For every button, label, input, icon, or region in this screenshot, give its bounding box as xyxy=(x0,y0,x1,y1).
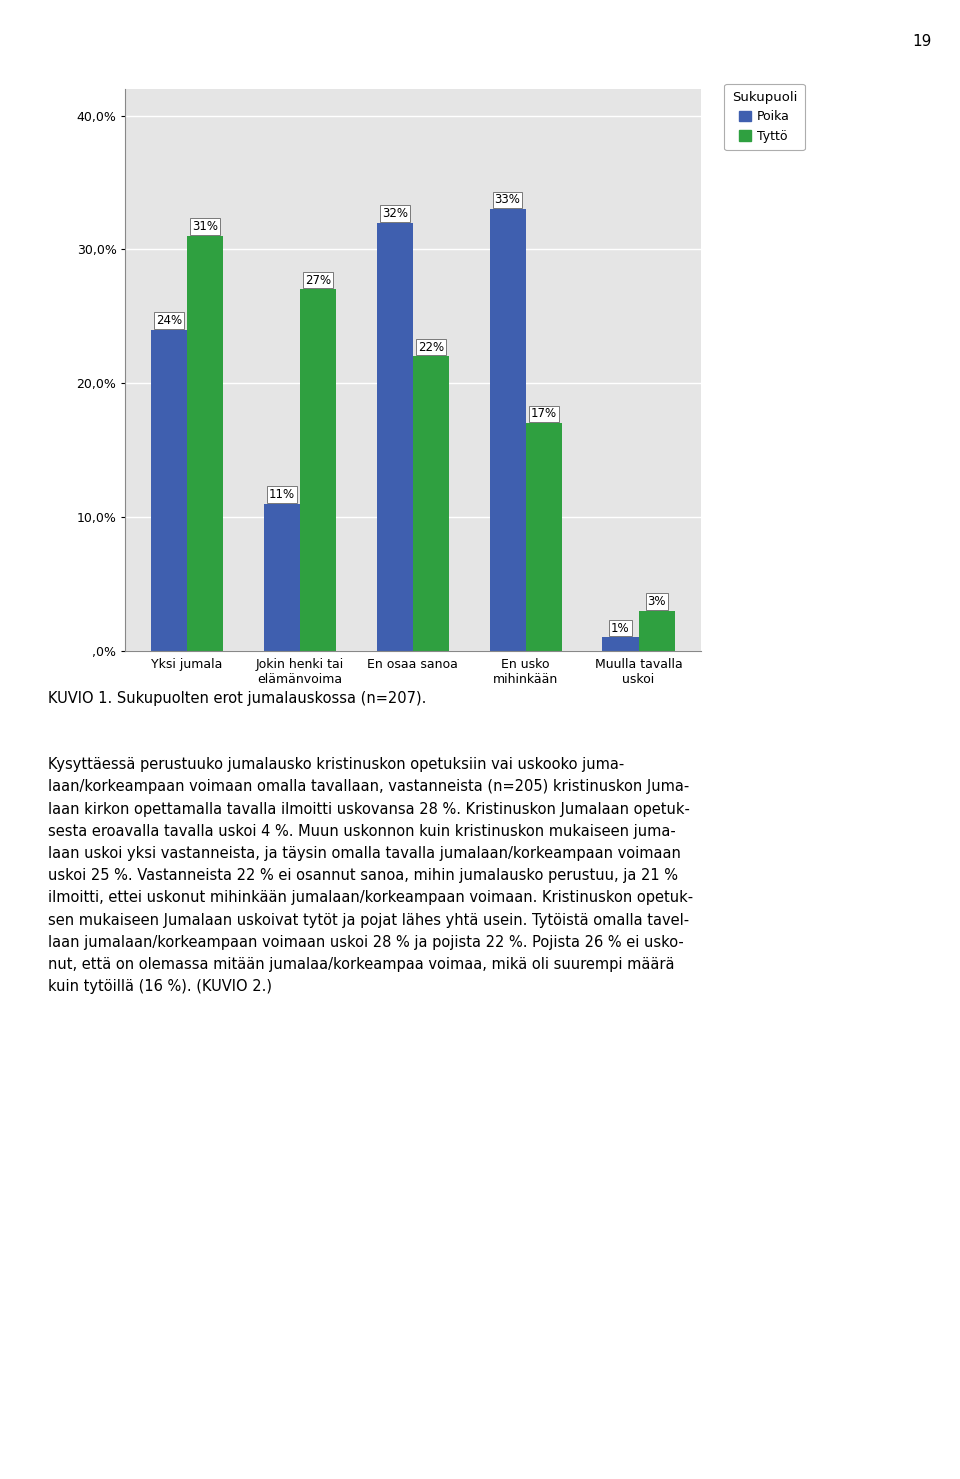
Text: Kysyttäessä perustuuko jumalausko kristinuskon opetuksiin vai uskooko juma-
laan: Kysyttäessä perustuuko jumalausko kristi… xyxy=(48,757,693,994)
Text: 19: 19 xyxy=(912,34,931,49)
Text: 32%: 32% xyxy=(382,207,408,220)
Text: 1%: 1% xyxy=(612,621,630,634)
Bar xyxy=(300,290,336,651)
Bar xyxy=(264,503,300,651)
Text: 22%: 22% xyxy=(418,340,444,353)
Bar xyxy=(187,237,224,651)
Bar xyxy=(413,356,449,651)
Text: 33%: 33% xyxy=(494,194,520,207)
Bar xyxy=(151,330,187,651)
Bar xyxy=(526,423,562,651)
Text: 27%: 27% xyxy=(305,274,331,287)
Text: KUVIO 1. Sukupuolten erot jumalauskossa (n=207).: KUVIO 1. Sukupuolten erot jumalauskossa … xyxy=(48,691,426,705)
Text: 24%: 24% xyxy=(156,314,182,327)
Text: 31%: 31% xyxy=(192,220,218,234)
Text: 11%: 11% xyxy=(269,488,295,501)
Text: 3%: 3% xyxy=(647,595,666,608)
Bar xyxy=(602,637,638,651)
Bar xyxy=(376,222,413,651)
Text: 17%: 17% xyxy=(531,408,557,420)
Legend: Poika, Tyttö: Poika, Tyttö xyxy=(725,84,804,151)
Bar xyxy=(638,611,675,651)
Bar xyxy=(490,209,526,651)
